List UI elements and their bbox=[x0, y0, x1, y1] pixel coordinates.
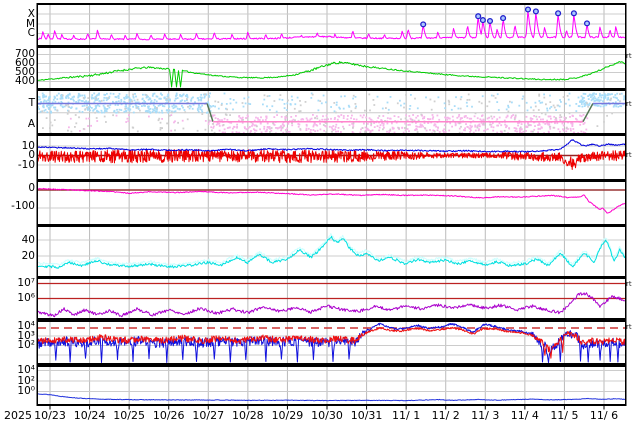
panel-solar-wind-speed bbox=[37, 61, 626, 88]
y-axis-label: 0 bbox=[28, 149, 35, 161]
y-axis-label: -100 bbox=[11, 199, 35, 212]
rt-label: rt bbox=[626, 280, 632, 288]
y-axis-label: 10³ bbox=[17, 329, 35, 342]
y-axis-label: 10⁰ bbox=[17, 385, 35, 397]
x-axis-date-label: 11/ 6 bbox=[589, 409, 619, 422]
x-axis-date-label: 11/ 2 bbox=[431, 409, 460, 422]
x-axis-date-label: 10/27 bbox=[192, 409, 225, 422]
rt-label: rt bbox=[626, 52, 632, 60]
rt-label: rt bbox=[626, 151, 632, 159]
panel-electron-flux bbox=[38, 282, 626, 318]
borders bbox=[36, 3, 627, 410]
y-axis-label: 10⁶ bbox=[17, 292, 35, 304]
x-axis-date-label: 11/ 3 bbox=[471, 409, 500, 422]
panel-density bbox=[37, 233, 626, 269]
y-axis-label: 10⁴ bbox=[17, 320, 35, 332]
y-axis-label: -10 bbox=[17, 158, 35, 171]
y-axis-label: 10 bbox=[21, 139, 35, 152]
y-axis-label: 10² bbox=[17, 339, 35, 351]
panel-bz bbox=[37, 139, 626, 170]
y-axis-label: 500 bbox=[14, 66, 35, 78]
panel-cosmic-ray bbox=[37, 393, 626, 402]
y-axis-label: 700 bbox=[14, 48, 35, 60]
panel-proton-flux bbox=[37, 322, 626, 364]
y-axis-label: 600 bbox=[14, 57, 35, 69]
x-axis-date-label: 11/ 5 bbox=[550, 409, 579, 422]
year-label: 2025 bbox=[4, 409, 32, 422]
panel-dst bbox=[37, 187, 626, 214]
y-axis-label: 10⁴ bbox=[17, 364, 35, 376]
x-axis-date-label: 10/30 bbox=[311, 409, 343, 422]
gridlines bbox=[38, 5, 625, 404]
panel-xray-flux bbox=[38, 6, 626, 41]
rt-label: rt bbox=[626, 100, 632, 108]
y-axis-label: 400 bbox=[14, 75, 35, 87]
y-axis-label: T bbox=[28, 97, 35, 109]
y-axis-label: 40 bbox=[21, 233, 35, 246]
y-axis-label: C bbox=[27, 27, 35, 39]
x-axis-date-label: 10/31 bbox=[350, 409, 383, 422]
y-axis-label: M bbox=[25, 17, 35, 30]
panel-imf-sector bbox=[37, 92, 626, 135]
y-axis-label: 10² bbox=[17, 374, 35, 387]
y-axis-label: 0 bbox=[28, 181, 35, 194]
y-axis-label: X bbox=[27, 7, 35, 20]
x-axis-date-label: 11/ 1 bbox=[392, 409, 421, 422]
x-axis-date-label: 11/ 4 bbox=[510, 409, 539, 422]
y-axis-label: 10⁷ bbox=[17, 277, 35, 289]
x-axis-date-label: 10/28 bbox=[231, 409, 264, 422]
y-axis-label: A bbox=[27, 117, 35, 130]
y-axis-label: 20 bbox=[21, 249, 35, 262]
x-axis-date-label: 10/23 bbox=[34, 409, 66, 422]
x-axis-date-label: 10/24 bbox=[73, 409, 106, 422]
rt-label: rt bbox=[626, 323, 632, 331]
x-axis-date-label: 10/25 bbox=[113, 409, 145, 422]
x-axis-date-label: 10/26 bbox=[152, 409, 185, 422]
x-axis-date-label: 10/29 bbox=[271, 409, 304, 422]
